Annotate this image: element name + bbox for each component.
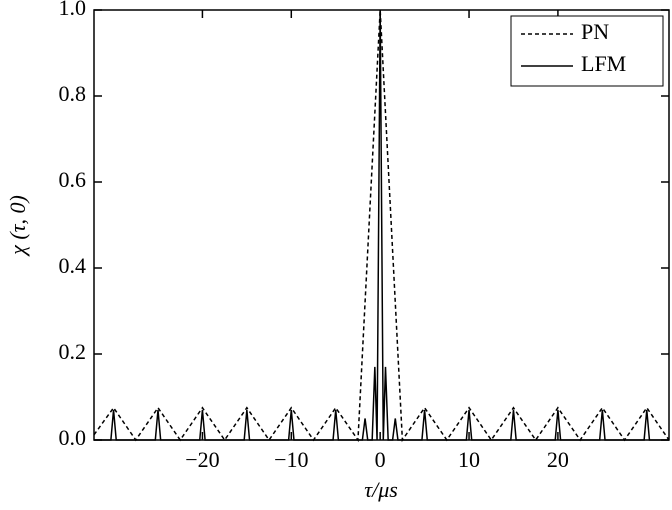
y-tick-label: 0.8: [59, 81, 87, 106]
x-tick-label: 0: [375, 447, 386, 472]
x-tick-label: 20: [547, 447, 569, 472]
legend-box: [510, 15, 664, 87]
y-axis-label: χ (τ, 0): [5, 195, 30, 257]
legend-label: PN: [581, 19, 609, 44]
y-tick-label: 0.0: [59, 425, 87, 450]
y-tick-label: 0.2: [59, 339, 87, 364]
y-tick-label: 0.4: [59, 253, 87, 278]
x-tick-label: −20: [185, 447, 219, 472]
line-series: [94, 9, 669, 441]
x-axis-label: τ/μs: [364, 477, 398, 502]
legend-label: LFM: [581, 51, 626, 76]
y-tick-label: 1.0: [59, 0, 87, 20]
y-tick-label: 0.6: [59, 167, 87, 192]
line-series: [93, 9, 670, 443]
plot-frame: [93, 9, 670, 441]
x-tick-label: −10: [274, 447, 308, 472]
x-tick-label: 10: [458, 447, 480, 472]
